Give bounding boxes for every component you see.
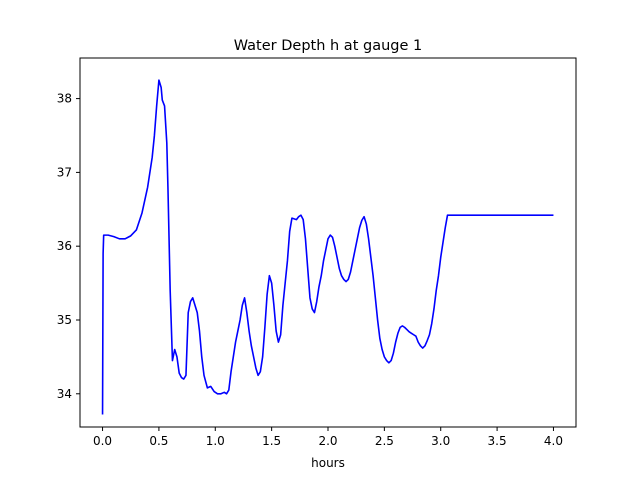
x-axis-label: hours [311, 456, 345, 470]
x-tick-label: 0.5 [149, 434, 168, 448]
series-line-0 [101, 79, 554, 415]
chart-title: Water Depth h at gauge 1 [234, 38, 422, 54]
x-tick-label: 3.0 [431, 434, 450, 448]
y-tick-label: 38 [57, 92, 72, 106]
y-tick-label: 36 [57, 239, 72, 253]
x-tick-label: 1.5 [262, 434, 281, 448]
x-tick-label: 2.0 [318, 434, 337, 448]
y-tick-label: 35 [57, 313, 72, 327]
series-line-group [101, 79, 554, 415]
x-tick-label: 1.0 [206, 434, 225, 448]
x-tick-label: 4.0 [544, 434, 563, 448]
y-axis-ticks: 34 35 36 37 38 [57, 92, 80, 401]
x-tick-label: 3.5 [488, 434, 507, 448]
y-tick-label: 34 [57, 387, 72, 401]
x-tick-label: 0.0 [93, 434, 112, 448]
x-axis-ticks: 0.0 0.5 1.0 1.5 2.0 2.5 3.0 3.5 4.0 [93, 427, 563, 448]
x-tick-label: 2.5 [375, 434, 394, 448]
y-tick-label: 37 [57, 165, 72, 179]
